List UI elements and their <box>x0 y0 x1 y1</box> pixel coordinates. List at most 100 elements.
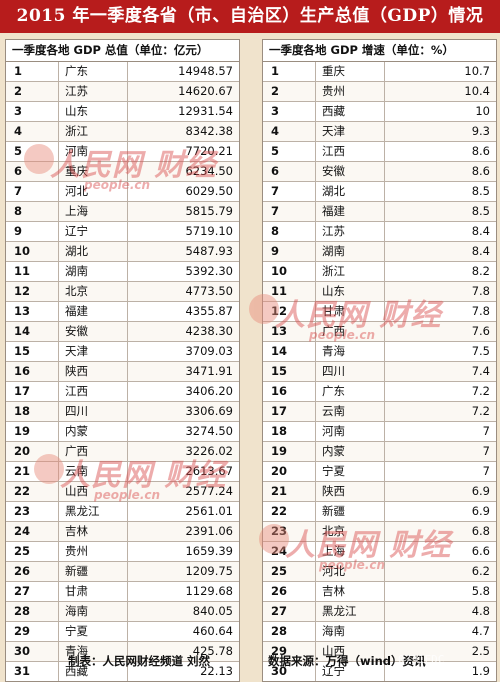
province-cell: 山东 <box>315 281 385 302</box>
rank-cell: 10 <box>6 241 59 262</box>
rank-cell: 6 <box>263 161 316 182</box>
province-cell: 安徽 <box>58 321 128 342</box>
province-cell: 陕西 <box>58 361 128 382</box>
value-cell: 8.4 <box>384 221 496 242</box>
province-cell: 湖南 <box>315 241 385 262</box>
rank-cell: 4 <box>6 121 59 142</box>
table-row: 24 上海 6.6 <box>263 541 496 562</box>
value-cell: 7.2 <box>384 401 496 422</box>
rank-cell: 20 <box>6 441 59 462</box>
rank-cell: 16 <box>6 361 59 382</box>
province-cell: 江苏 <box>315 221 385 242</box>
province-cell: 宁夏 <box>58 621 128 642</box>
rank-cell: 27 <box>6 581 59 602</box>
value-cell: 5815.79 <box>127 201 239 222</box>
rank-cell: 22 <box>263 501 316 522</box>
province-cell: 内蒙 <box>315 441 385 462</box>
province-cell: 辽宁 <box>58 221 128 242</box>
province-cell: 江西 <box>315 141 385 162</box>
province-cell: 新疆 <box>58 561 128 582</box>
value-cell: 22.13 <box>200 664 233 678</box>
value-cell: 8.6 <box>384 141 496 162</box>
table-row: 7 湖北 8.5 <box>263 181 496 202</box>
table-row: 24 吉林 2391.06 <box>6 521 239 542</box>
table-row: 14 青海 7.5 <box>263 341 496 362</box>
value-cell: 4.7 <box>384 621 496 642</box>
rank-cell: 7 <box>263 181 316 202</box>
value-cell: 7.2 <box>384 381 496 402</box>
province-cell: 宁夏 <box>315 461 385 482</box>
rank-cell: 10 <box>263 261 316 282</box>
rank-cell: 24 <box>263 541 316 562</box>
footer-source: 数据来源：万得（wind）资讯 <box>268 654 426 668</box>
table-row: 16 陕西 3471.91 <box>6 361 239 382</box>
table-row: 17 江西 3406.20 <box>6 381 239 402</box>
province-cell: 浙江 <box>315 261 385 282</box>
province-cell: 甘肃 <box>315 301 385 322</box>
province-cell: 辽宁 <box>315 661 385 681</box>
rank-cell: 5 <box>263 141 316 162</box>
table-row: 25 河北 6.2 <box>263 561 496 582</box>
table-row: 29 山西 2.5 <box>263 641 496 662</box>
rank-cell: 13 <box>263 321 316 342</box>
value-cell: 4.8 <box>384 601 496 622</box>
value-cell: 7720.21 <box>127 141 239 162</box>
rank-cell: 1 <box>6 62 59 82</box>
value-cell: 7.8 <box>384 301 496 322</box>
gdp-total-header: 一季度各地 GDP 总值（单位：亿元） <box>6 40 239 62</box>
province-cell: 广西 <box>315 321 385 342</box>
value-cell: 6.6 <box>384 541 496 562</box>
province-cell: 江西 <box>58 381 128 402</box>
value-cell: 6.8 <box>384 521 496 542</box>
table-row: 28 海南 840.05 <box>6 601 239 622</box>
province-cell: 贵州 <box>58 541 128 562</box>
value-cell: 7.8 <box>384 281 496 302</box>
table-row: 9 湖南 8.4 <box>263 241 496 262</box>
province-cell: 吉林 <box>58 521 128 542</box>
table-row: 15 天津 3709.03 <box>6 341 239 362</box>
table-row: 8 江苏 8.4 <box>263 221 496 242</box>
province-cell: 江苏 <box>58 81 128 102</box>
rank-cell: 11 <box>263 281 316 302</box>
table-row: 2 贵州 10.4 <box>263 81 496 102</box>
rank-cell: 27 <box>263 601 316 622</box>
rank-cell: 18 <box>6 401 59 422</box>
gdp-growth-table: 一季度各地 GDP 增速（单位：%） 1 重庆 10.7 2 贵州 10.4 3 西藏 10 4 天… <box>262 39 497 682</box>
province-cell: 河北 <box>58 181 128 202</box>
value-cell: 8.5 <box>384 181 496 202</box>
table-row: 9 辽宁 5719.10 <box>6 221 239 242</box>
value-cell: 4238.30 <box>127 321 239 342</box>
table-row: 13 福建 4355.87 <box>6 301 239 322</box>
value-cell: 6234.50 <box>127 161 239 182</box>
table-row: 6 安徽 8.6 <box>263 161 496 182</box>
value-cell: 3226.02 <box>127 441 239 462</box>
table-row: 1 重庆 10.7 <box>263 62 496 82</box>
table-row: 15 四川 7.4 <box>263 361 496 382</box>
rank-cell: 6 <box>6 161 59 182</box>
value-cell: 1659.39 <box>127 541 239 562</box>
province-cell: 西藏 <box>315 101 385 122</box>
rank-cell: 30 <box>263 661 316 681</box>
province-cell: 河南 <box>58 141 128 162</box>
value-cell: 6.2 <box>384 561 496 582</box>
province-cell: 贵州 <box>315 81 385 102</box>
province-cell: 广东 <box>58 62 128 82</box>
value-cell: 4773.50 <box>127 281 239 302</box>
value-cell: 8.2 <box>384 261 496 282</box>
rank-cell: 17 <box>6 381 59 402</box>
province-cell: 山东 <box>58 101 128 122</box>
value-cell: 2613.67 <box>127 461 239 482</box>
province-cell: 浙江 <box>58 121 128 142</box>
table-row: 27 黑龙江 4.8 <box>263 601 496 622</box>
value-cell: 14620.67 <box>127 81 239 102</box>
table-row: 11 湖南 5392.30 <box>6 261 239 282</box>
rank-cell: 15 <box>263 361 316 382</box>
rank-cell: 8 <box>6 201 59 222</box>
rank-cell: 2 <box>6 81 59 102</box>
rank-cell: 12 <box>6 281 59 302</box>
province-cell: 北京 <box>315 521 385 542</box>
value-cell: 12931.54 <box>127 101 239 122</box>
rank-cell: 14 <box>6 321 59 342</box>
value-cell: 5.8 <box>384 581 496 602</box>
value-cell: 460.64 <box>127 621 239 642</box>
